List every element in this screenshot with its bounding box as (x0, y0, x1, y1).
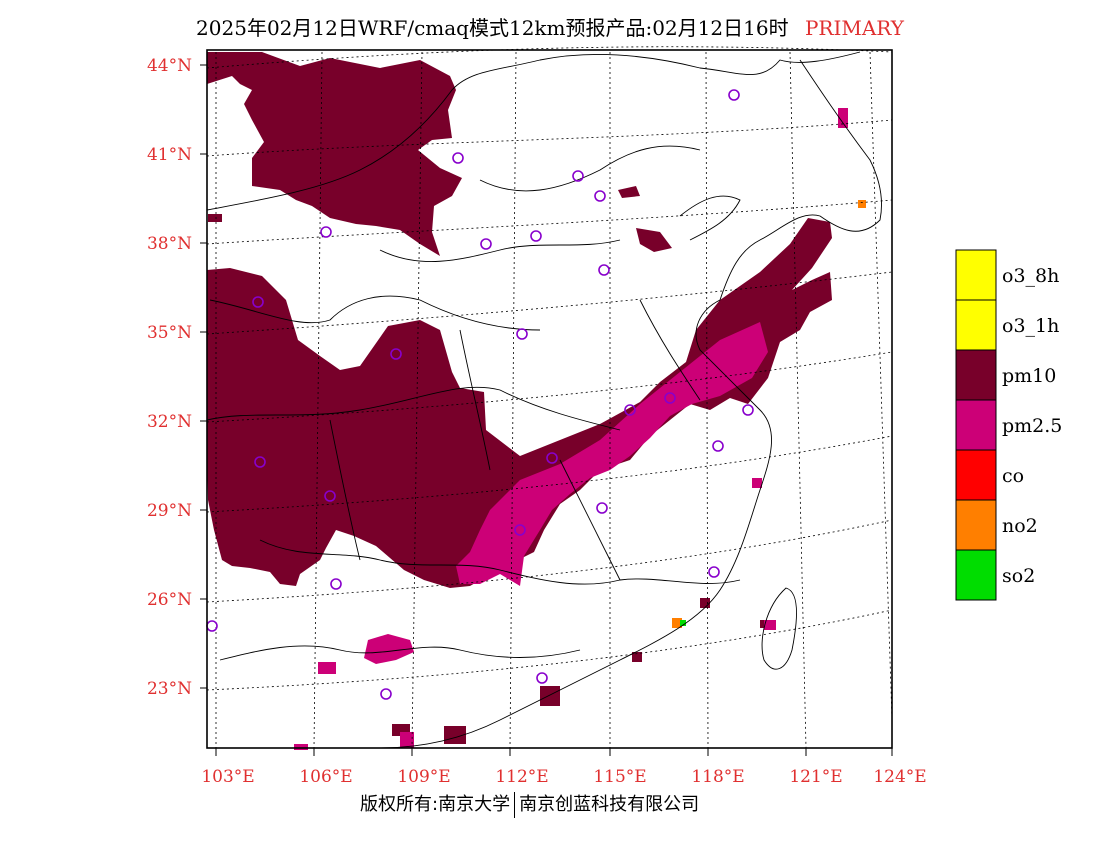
site-marker (516, 328, 528, 340)
site-marker (596, 502, 608, 514)
lon-label: 106°E (299, 767, 352, 787)
lon-label: 118°E (691, 767, 744, 787)
site-marker (594, 190, 606, 202)
lat-label: 29°N (147, 501, 192, 521)
lat-label: 32°N (147, 412, 192, 432)
copyright-left: 版权所有:南京大学 (360, 794, 511, 815)
site-marker (514, 524, 526, 536)
site-marker (536, 672, 548, 684)
legend-swatch-co (955, 449, 997, 501)
lat-axis (200, 64, 207, 689)
legend-swatch-pm25 (955, 399, 997, 451)
site-marker (598, 264, 610, 276)
lat-label: 38°N (147, 234, 192, 254)
site-marker (254, 456, 266, 468)
legend-swatch-o3-8h (955, 249, 997, 301)
legend-label-so2: so2 (1002, 565, 1035, 587)
site-marker (390, 348, 402, 360)
site-markers (206, 89, 754, 700)
site-marker (324, 490, 336, 502)
site-marker (624, 404, 636, 416)
site-marker (206, 620, 218, 632)
lon-label: 121°E (789, 767, 842, 787)
map-frame (206, 49, 893, 749)
site-marker (708, 566, 720, 578)
legend-label-o3-8h: o3_8h (1002, 265, 1059, 287)
pm10-field (207, 52, 832, 744)
lon-label: 103°E (201, 767, 254, 787)
lat-label: 23°N (147, 679, 192, 699)
lat-label: 44°N (147, 56, 192, 76)
copyright-footer: 版权所有:南京大学 南京创蓝科技有限公司 (360, 790, 699, 818)
legend-swatch-o3-1h (955, 299, 997, 351)
site-marker (728, 89, 740, 101)
legend-label-co: co (1002, 465, 1024, 487)
pm25-field (294, 108, 848, 750)
lon-label: 124°E (873, 767, 926, 787)
site-marker (742, 404, 754, 416)
map-title: 2025年02月12日WRF/cmaq模式12km预报产品:02月12日16时 … (0, 12, 1100, 41)
lon-label: 112°E (495, 767, 548, 787)
site-marker (380, 688, 392, 700)
legend-label-pm25: pm2.5 (1002, 415, 1062, 437)
site-marker (664, 392, 676, 404)
lat-label: 41°N (147, 145, 192, 165)
map-title-main: 2025年02月12日WRF/cmaq模式12km预报产品:02月12日16时 (196, 16, 789, 40)
legend-label-no2: no2 (1002, 515, 1038, 537)
site-marker (330, 578, 342, 590)
copyright-right: 南京创蓝科技有限公司 (519, 794, 700, 815)
site-marker (320, 226, 332, 238)
lon-label: 115°E (593, 767, 646, 787)
boundary-lines (206, 51, 882, 749)
legend-swatch-no2 (955, 499, 997, 551)
map-title-tag: PRIMARY (804, 16, 904, 40)
legend-label-o3-1h: o3_1h (1002, 315, 1059, 337)
site-marker (252, 296, 264, 308)
legend-swatch-pm10 (955, 349, 997, 401)
lat-label: 35°N (147, 323, 192, 343)
legend-swatch-so2 (955, 549, 997, 601)
legend: o3_8h o3_1h pm10 pm2.5 co no2 so2 (955, 249, 1062, 601)
site-marker (452, 152, 464, 164)
lon-axis (215, 748, 893, 756)
site-marker (572, 170, 584, 182)
site-marker (530, 230, 542, 242)
lon-label: 109°E (397, 767, 450, 787)
legend-label-pm10: pm10 (1002, 365, 1056, 387)
site-marker (546, 452, 558, 464)
site-marker (480, 238, 492, 250)
graticule (206, 46, 893, 749)
no2-spots (672, 200, 866, 628)
site-marker (712, 440, 724, 452)
lat-label: 26°N (147, 590, 192, 610)
footer-divider (514, 792, 516, 818)
